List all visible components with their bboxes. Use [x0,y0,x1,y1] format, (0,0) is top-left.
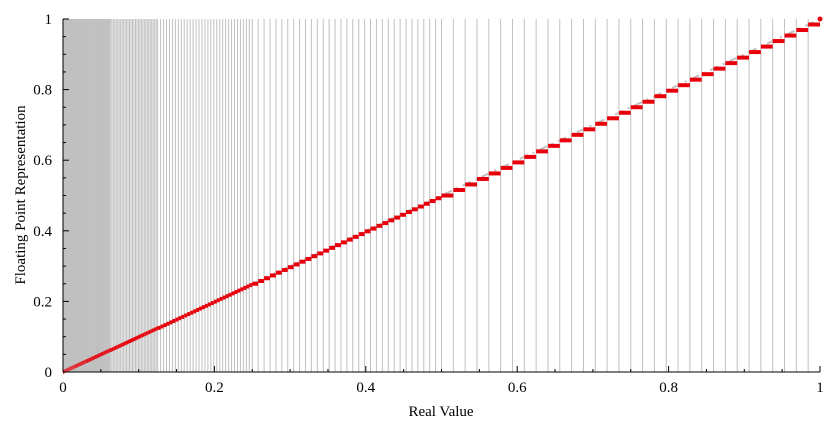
y-tick-label: 0.4 [33,224,52,240]
x-tick-label: 0.2 [205,380,224,396]
x-tick-label: 0 [59,380,67,396]
y-tick-label: 0.6 [33,153,52,169]
x-tick-label: 1 [816,380,824,396]
y-tick-label: 0.2 [33,294,52,310]
x-tick-label: 0.6 [508,380,527,396]
x-tick-label: 0.8 [659,380,678,396]
step-series-layer [63,16,823,374]
tick-marks [62,18,821,373]
y-tick-labels: 0 0.2 0.4 0.6 0.8 1 [33,12,52,381]
y-tick-label: 0 [45,365,53,381]
x-axis-title: Real Value [408,404,473,420]
y-tick-label: 1 [45,12,53,28]
y-tick-label: 0.8 [33,83,52,99]
y-axis-title: Floating Point Representation [13,105,29,285]
x-tick-label: 0.4 [356,380,375,396]
step-endpoint [817,16,823,22]
x-tick-labels: 0 0.2 0.4 0.6 0.8 1 [59,380,824,396]
